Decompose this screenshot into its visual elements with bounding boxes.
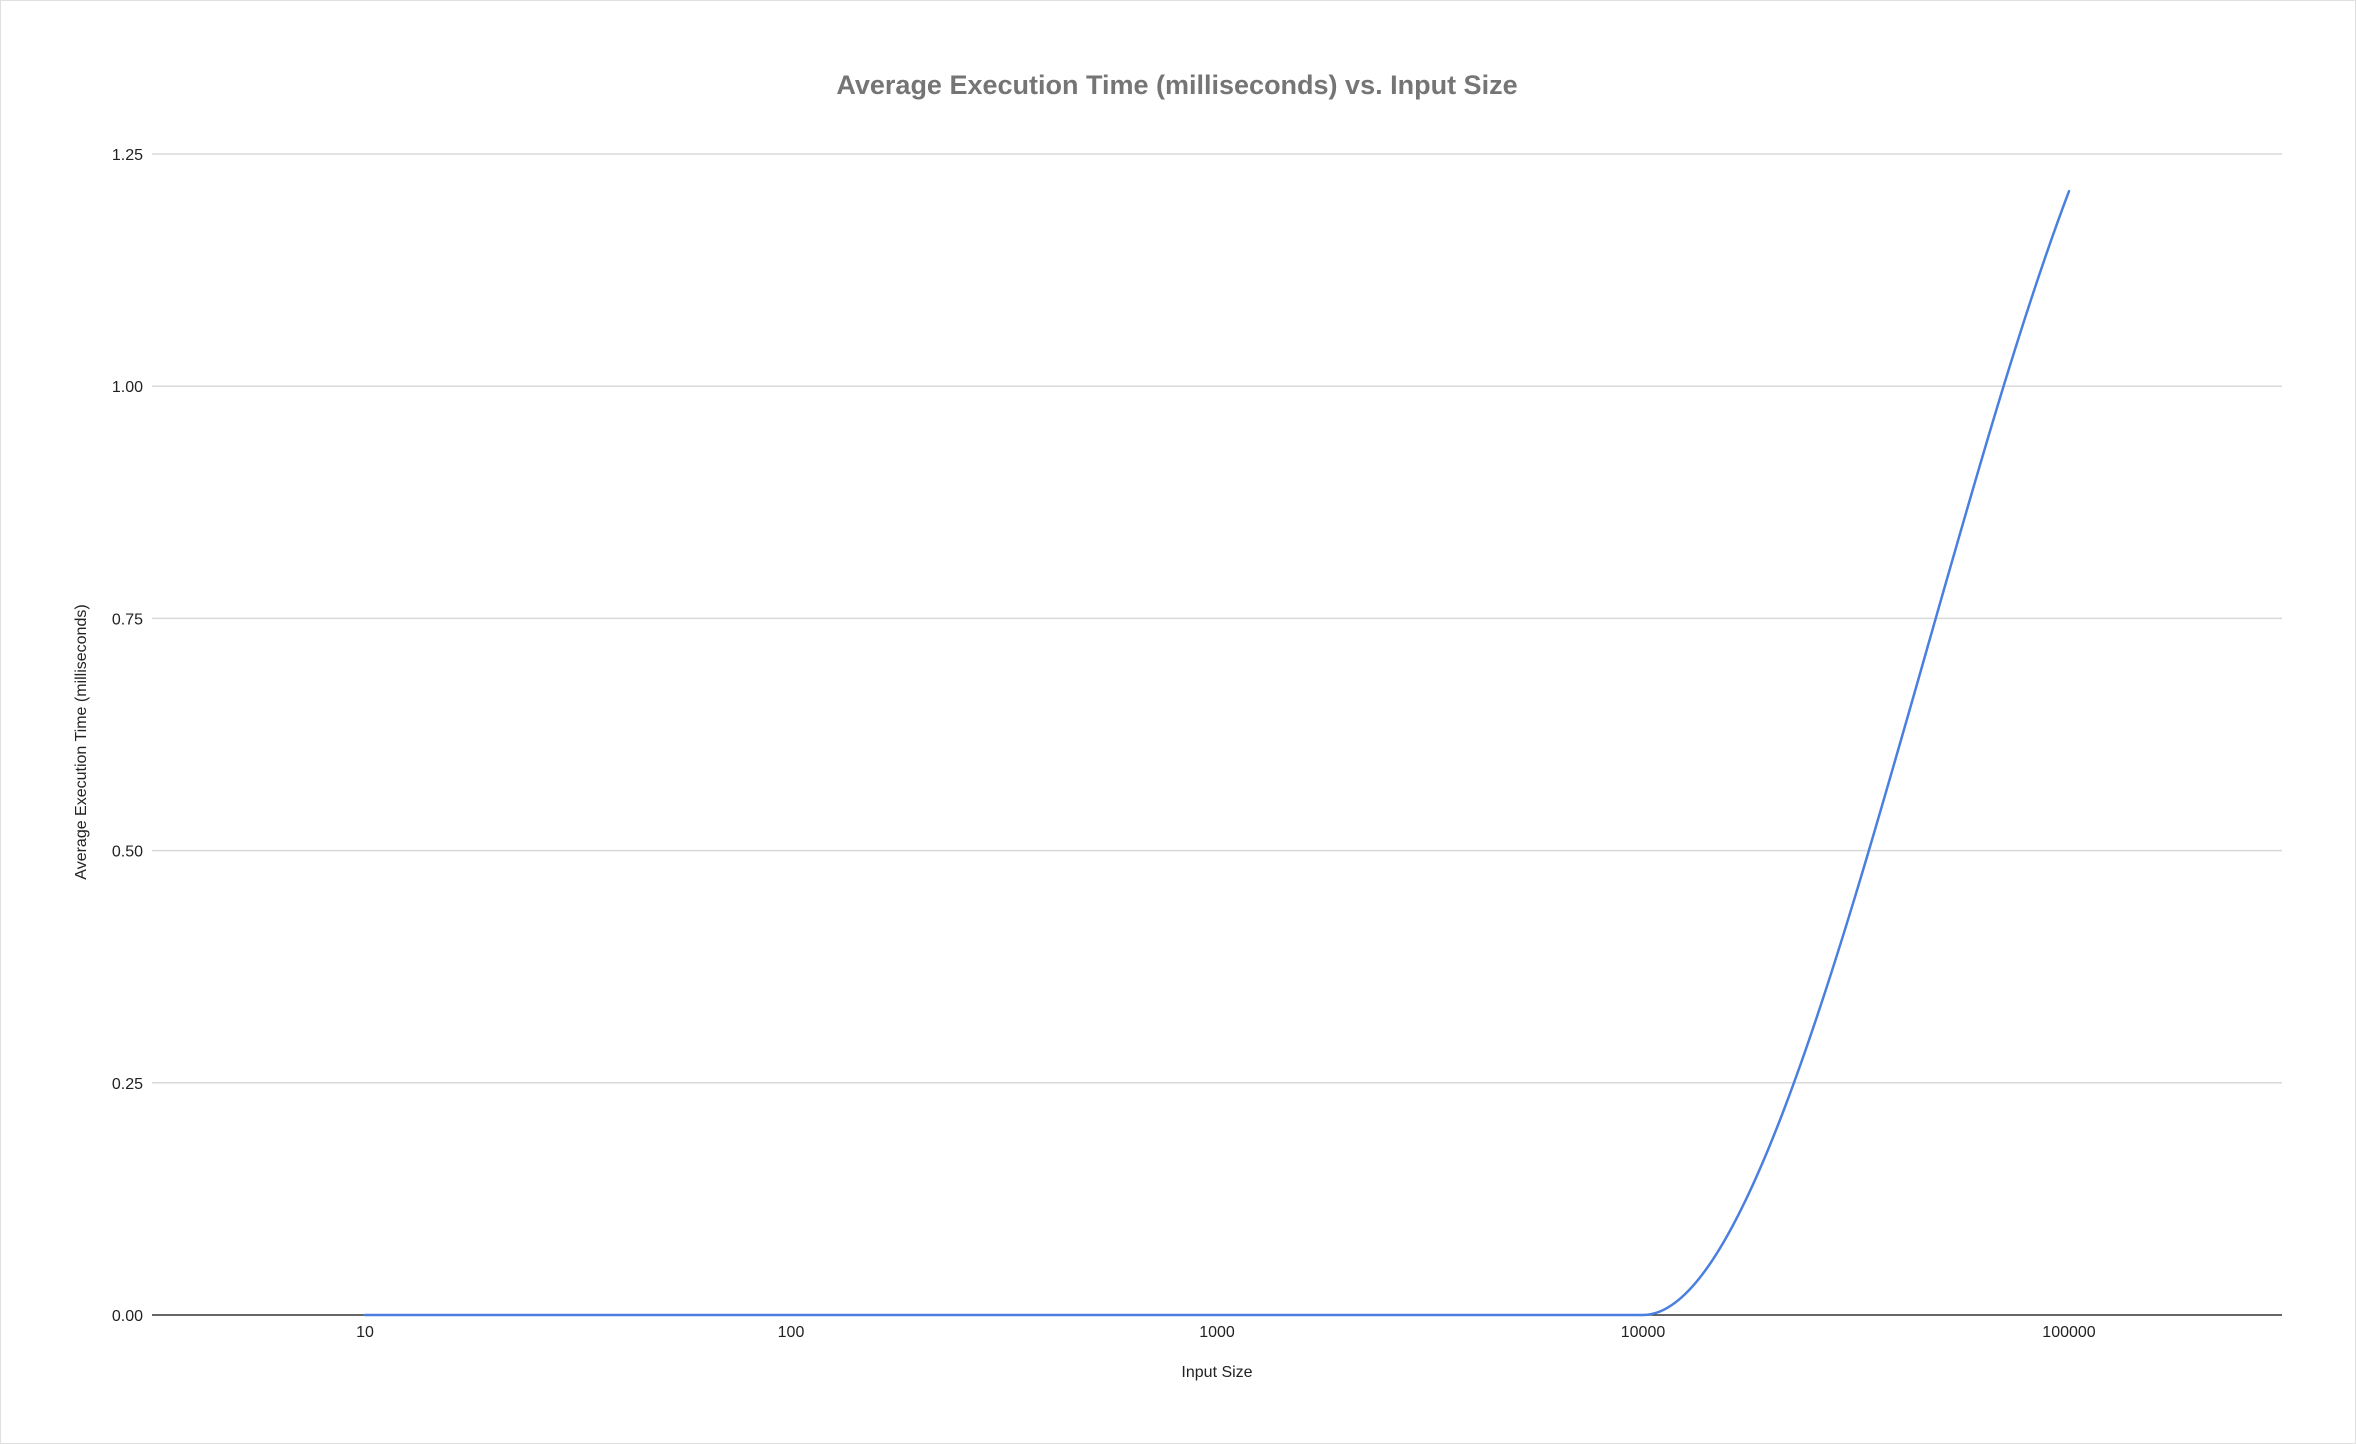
x-tick-label: 10000 bbox=[1621, 1324, 1666, 1341]
x-tick-label: 100000 bbox=[2042, 1324, 2095, 1341]
y-tick-label: 0.50 bbox=[112, 844, 143, 861]
y-tick-label: 0.25 bbox=[112, 1076, 143, 1093]
x-axis-title: Input Size bbox=[1181, 1364, 1252, 1381]
y-axis-ticks: 0.00 0.25 0.50 0.75 1.00 1.25 bbox=[112, 147, 143, 1325]
gridlines bbox=[152, 153, 2282, 1316]
series-layer bbox=[363, 189, 2071, 1317]
y-tick-label: 1.00 bbox=[112, 379, 143, 396]
chart-title: Average Execution Time (milliseconds) vs… bbox=[836, 70, 1517, 100]
y-tick-label: 0.75 bbox=[112, 611, 143, 628]
x-tick-label: 1000 bbox=[1199, 1324, 1235, 1341]
x-tick-label: 10 bbox=[356, 1324, 374, 1341]
y-axis-title: Average Execution Time (milliseconds) bbox=[73, 604, 90, 879]
y-tick-label: 0.00 bbox=[112, 1308, 143, 1325]
x-tick-label: 100 bbox=[778, 1324, 805, 1341]
y-tick-label: 1.25 bbox=[112, 147, 143, 164]
x-axis-ticks: 10 100 1000 10000 100000 bbox=[356, 1324, 2096, 1341]
series-line-0 bbox=[363, 189, 2071, 1317]
